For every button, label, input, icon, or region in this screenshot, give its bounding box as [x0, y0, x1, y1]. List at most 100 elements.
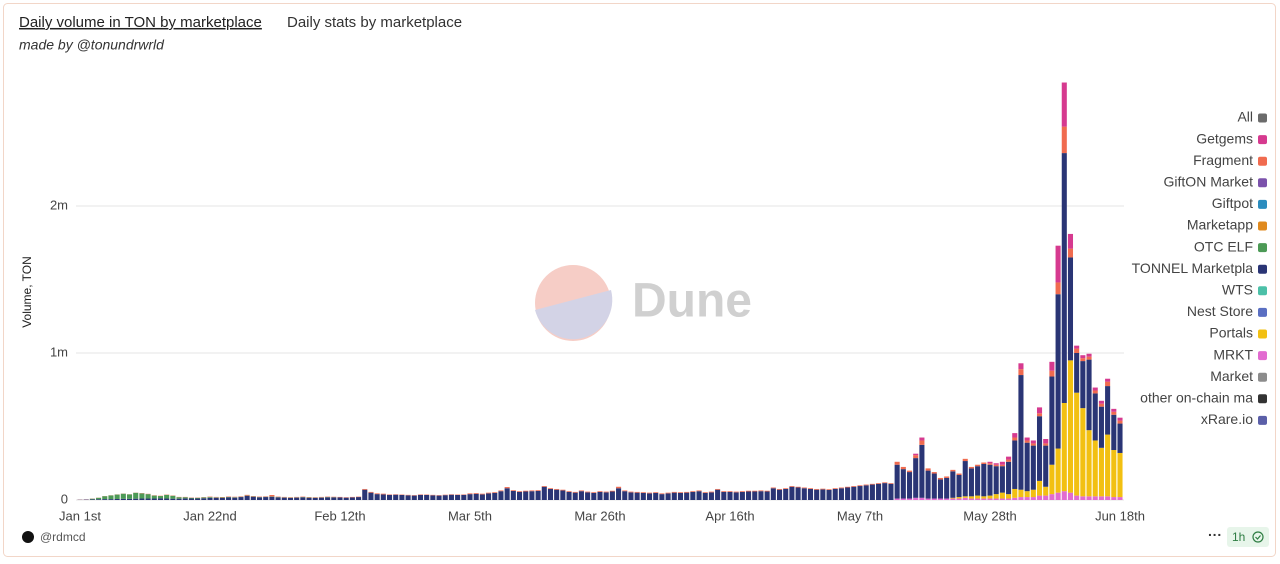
- bar-segment: [1117, 497, 1123, 500]
- legend-swatch: [1258, 394, 1267, 404]
- bar-segment: [900, 469, 906, 499]
- legend-swatch: [1258, 329, 1267, 339]
- footer-user[interactable]: @rdmcd: [40, 530, 86, 544]
- watermark: Dune: [535, 265, 752, 341]
- chart-title[interactable]: Daily volume in TON by marketplace: [19, 14, 262, 31]
- bar-segment: [1080, 496, 1086, 500]
- bar-segment: [684, 492, 690, 500]
- bar-segment: [1055, 282, 1061, 295]
- legend-label[interactable]: Portals: [1209, 325, 1253, 341]
- y-axis-label: Volume, TON: [20, 256, 34, 328]
- legend-label[interactable]: Getgems: [1196, 130, 1253, 146]
- user-avatar: [22, 531, 34, 543]
- legend-label[interactable]: MRKT: [1213, 346, 1253, 362]
- bar-segment: [801, 487, 807, 489]
- bar-segment: [244, 494, 250, 496]
- bar-segment: [993, 466, 999, 495]
- bar-segment: [597, 491, 603, 500]
- x-tick-label: May 28th: [963, 508, 1016, 523]
- bar-segment: [157, 498, 164, 500]
- bar-segment: [1117, 423, 1123, 453]
- refresh-icon: [1252, 531, 1264, 543]
- bar-segment: [653, 492, 659, 500]
- bar-segment: [1055, 448, 1061, 493]
- bar-segment: [708, 491, 714, 493]
- bar-segment: [987, 498, 993, 500]
- bar-segment: [213, 497, 219, 500]
- x-tick-label: Jan 22nd: [183, 508, 237, 523]
- bar-segment: [547, 488, 554, 500]
- bar-segment: [188, 498, 194, 500]
- bar-segment: [1092, 393, 1098, 441]
- bar-segment: [1024, 442, 1030, 492]
- bar-segment: [529, 490, 535, 492]
- bar-segment: [1105, 378, 1111, 382]
- bar-segment: [993, 463, 999, 465]
- bar-segment: [145, 498, 151, 500]
- legend-label[interactable]: All: [1237, 109, 1253, 125]
- bar-segment: [1074, 495, 1080, 500]
- bar-segment: [851, 486, 857, 500]
- more-menu[interactable]: ···: [1208, 527, 1222, 543]
- bar-segment: [1105, 434, 1111, 497]
- bar-segment: [362, 489, 368, 500]
- legend-label[interactable]: Nest Store: [1187, 303, 1253, 319]
- legend-label[interactable]: GiftON Market: [1164, 174, 1254, 190]
- bar-segment: [232, 497, 238, 500]
- bar-segment: [585, 491, 591, 493]
- bar-segment: [628, 492, 634, 500]
- bar-segment: [981, 462, 987, 464]
- legend-label[interactable]: other on-chain ma: [1140, 390, 1253, 406]
- bar-segment: [554, 488, 560, 490]
- bar-segment: [504, 488, 510, 500]
- bar-segment: [1030, 497, 1036, 500]
- bar-segment: [1111, 408, 1117, 412]
- legend-label[interactable]: Market: [1210, 368, 1253, 384]
- legend-label[interactable]: xRare.io: [1201, 411, 1253, 427]
- bar-segment: [832, 488, 838, 500]
- bar-segment: [1043, 495, 1049, 500]
- legend-label[interactable]: OTC ELF: [1194, 238, 1253, 254]
- bar-segment: [356, 497, 362, 500]
- bar-segment: [968, 466, 974, 469]
- bar-segment: [1049, 494, 1055, 500]
- legend-label[interactable]: Giftpot: [1212, 195, 1253, 211]
- legend-label[interactable]: Fragment: [1193, 152, 1253, 168]
- bar-segment: [931, 498, 937, 500]
- bar-segment: [133, 492, 139, 499]
- bar-segment: [1030, 443, 1036, 446]
- bar-segment: [417, 494, 424, 500]
- bar-segment: [634, 492, 640, 500]
- bar-segment: [306, 497, 312, 500]
- bar-segment: [139, 498, 145, 500]
- bar-segment: [838, 487, 844, 489]
- bar-segment: [151, 498, 157, 500]
- legend-label[interactable]: Marketapp: [1187, 217, 1253, 233]
- bar-segment: [170, 498, 176, 500]
- bar-segment: [1018, 497, 1024, 500]
- bar-segment: [1086, 430, 1092, 497]
- bar-segment: [1018, 489, 1024, 498]
- bar-segment: [1036, 413, 1043, 417]
- bar-segment: [201, 498, 207, 500]
- legend-label[interactable]: WTS: [1222, 282, 1253, 298]
- bar-segment: [715, 489, 721, 500]
- bar-segment: [665, 492, 671, 494]
- bar-segment: [120, 493, 126, 499]
- bar-segment: [1036, 495, 1043, 500]
- bar-segment: [120, 498, 126, 500]
- bar-segment: [572, 491, 578, 493]
- bar-segment: [578, 491, 584, 500]
- bar-segment: [492, 492, 498, 500]
- bar-segment: [479, 494, 485, 500]
- bar-segment: [1105, 386, 1111, 435]
- bar-segment: [1117, 420, 1123, 424]
- bar-segment: [405, 495, 411, 500]
- legend-label[interactable]: TONNEL Marketpla: [1132, 260, 1254, 276]
- bar-segment: [820, 489, 826, 500]
- bar-segment: [1030, 440, 1036, 444]
- bar-segment: [1036, 407, 1043, 414]
- legend-swatch: [1258, 372, 1267, 382]
- bar-segment: [294, 497, 300, 500]
